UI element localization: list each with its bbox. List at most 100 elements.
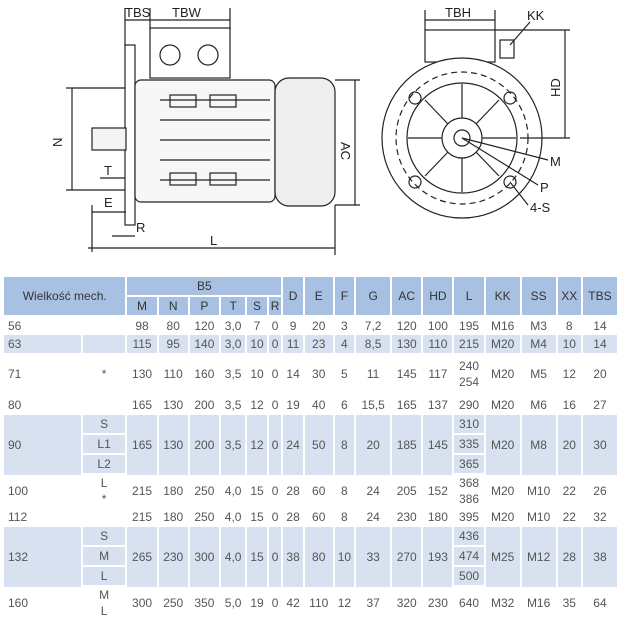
- dim-label-tbs: TBS: [125, 5, 151, 20]
- dim-label-m: M: [550, 154, 561, 169]
- value-cell: 32: [593, 510, 607, 524]
- value-cell: M3: [530, 319, 547, 333]
- value-cell: 320: [396, 596, 417, 610]
- length-cell: 365: [454, 455, 484, 475]
- b5-cell: 180: [163, 484, 184, 498]
- value-cell: 4: [334, 335, 355, 353]
- b5-cell: 15: [247, 527, 267, 587]
- value-cell: 8,5: [356, 335, 391, 353]
- dim-label-p: P: [540, 180, 549, 195]
- value-cell: 30: [312, 367, 326, 381]
- header-size: Wielkość mech.: [4, 277, 126, 317]
- value-cell: 22: [562, 510, 576, 524]
- value-cell: 145: [423, 415, 453, 475]
- variant-label: L: [100, 604, 108, 618]
- value-cell: 30: [582, 415, 617, 475]
- value-cell: 165: [396, 398, 417, 412]
- size-cell: 112: [8, 510, 28, 524]
- motor-front-view: [381, 10, 570, 219]
- variant-cell: [82, 335, 126, 353]
- value-cell: 230: [427, 596, 448, 610]
- value-cell: 6: [341, 398, 348, 412]
- header-s: S: [247, 297, 267, 317]
- length-cell: 195: [454, 317, 483, 335]
- b5-cell: 0: [268, 415, 282, 475]
- value-cell: 10: [557, 335, 581, 353]
- value-cell: 8: [341, 510, 348, 524]
- b5-cell: 215: [132, 510, 153, 524]
- motor-side-view: [66, 8, 360, 255]
- variant-cell: [83, 395, 126, 415]
- value-cell: 38: [283, 527, 303, 587]
- dimension-table: Wielkość mech. B5 D E F G AC HD L KK SS …: [2, 277, 619, 619]
- b5-cell: 180: [163, 510, 184, 524]
- dim-label-hd: HD: [548, 78, 563, 97]
- value-cell: 22: [562, 484, 576, 498]
- value-cell: 42: [286, 596, 300, 610]
- header-f: F: [334, 277, 355, 317]
- value-cell: 19: [286, 398, 300, 412]
- value-cell: 80: [304, 527, 333, 587]
- b5-cell: 265: [127, 527, 157, 587]
- b5-cell: 300: [132, 596, 153, 610]
- size-cell: 63: [4, 335, 81, 353]
- header-b5: B5: [127, 277, 282, 297]
- b5-cell: 4,0: [224, 510, 242, 524]
- value-cell: 100: [427, 319, 448, 333]
- length-value: 640: [459, 596, 480, 610]
- table-row: L1 335: [4, 435, 617, 455]
- table-row: 56 98 80 120 3,0 7 0 9 20 3 7,2 120 100 195 M16 M3 8 14: [4, 317, 617, 335]
- value-cell: 14: [582, 335, 617, 353]
- value-cell: 10: [334, 527, 355, 587]
- size-cell: 100: [8, 484, 29, 498]
- value-cell: M16: [526, 596, 551, 610]
- header-tbs: TBS: [582, 277, 617, 317]
- dim-label-e: E: [104, 195, 113, 210]
- b5-cell: 80: [166, 319, 180, 333]
- value-cell: 60: [312, 510, 326, 524]
- b5-cell: 4,0: [220, 527, 246, 587]
- value-cell: 145: [396, 367, 417, 381]
- value-cell: 11: [283, 335, 303, 353]
- b5-cell: 7: [253, 319, 261, 333]
- b5-cell: 350: [194, 596, 215, 610]
- value-cell: 15,5: [361, 398, 385, 412]
- length-value: 240: [459, 359, 480, 373]
- b5-cell: 3,0: [224, 319, 242, 333]
- header-m: M: [127, 297, 157, 317]
- value-cell: 185: [392, 415, 422, 475]
- value-cell: 14: [593, 319, 607, 333]
- b5-cell: 3,5: [224, 367, 242, 381]
- variant-cell: S: [82, 527, 126, 547]
- value-cell: M4: [521, 335, 556, 353]
- b5-cell: 250: [194, 510, 215, 524]
- value-cell: 24: [283, 415, 303, 475]
- value-cell: 20: [593, 367, 607, 381]
- table-row: M 474: [4, 547, 617, 567]
- value-cell: 60: [312, 484, 326, 498]
- value-cell: 28: [557, 527, 581, 587]
- b5-cell: 0: [271, 398, 279, 412]
- header-ss: SS: [521, 277, 556, 317]
- length-cell: 368 386: [454, 475, 483, 507]
- table-row: L 500: [4, 567, 617, 587]
- value-cell: 117: [428, 367, 448, 381]
- b5-cell: 0: [271, 510, 279, 524]
- header-r: R: [268, 297, 282, 317]
- variant-label: *: [101, 367, 107, 381]
- variant-cell: [83, 317, 126, 335]
- length-cell: 395: [454, 507, 483, 527]
- dim-label-4s: 4-S: [530, 200, 551, 215]
- size-cell: 56: [8, 319, 22, 333]
- length-cell: 474: [454, 547, 484, 567]
- length-value: 386: [459, 492, 480, 506]
- b5-cell: 120: [194, 319, 215, 333]
- variant-cell: L: [82, 567, 126, 587]
- table-row: 100 L * 215 180 250 4,0 15 0 28 60 8 24 205 152 368 386 M…: [4, 475, 617, 507]
- value-cell: 28: [286, 510, 300, 524]
- b5-cell: 130: [163, 398, 184, 412]
- length-cell: 290: [454, 395, 483, 415]
- value-cell: 5: [341, 367, 348, 381]
- size-cell: 160: [8, 596, 29, 610]
- value-cell: 270: [392, 527, 422, 587]
